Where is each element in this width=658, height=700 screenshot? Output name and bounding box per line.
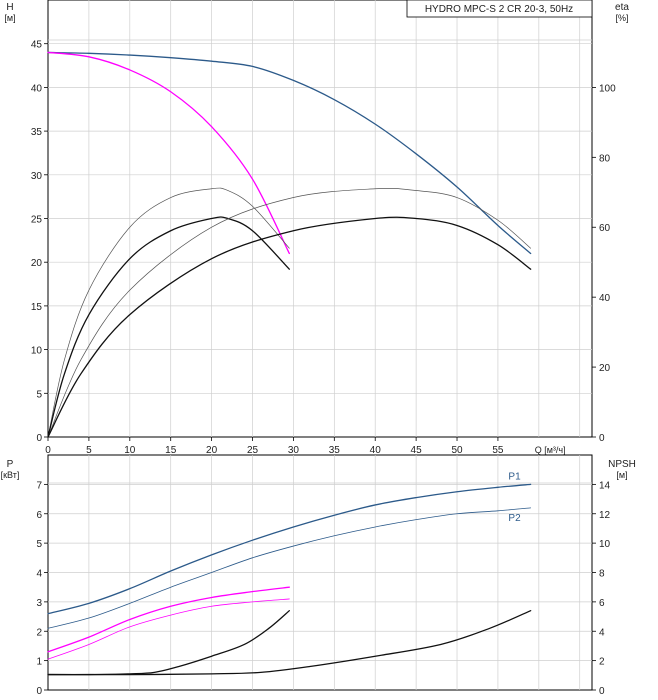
- head_eff-y-right-title: eta: [615, 2, 629, 13]
- power_npsh-y-right-tick-label: 2: [599, 657, 605, 668]
- head_eff-y-left-unit: [м]: [4, 13, 15, 23]
- power_npsh-y-right-unit: [м]: [616, 470, 627, 480]
- head_eff-chart-title: HYDRO MPC-S 2 CR 20-3, 50Hz: [425, 4, 573, 15]
- power_npsh-y-left-unit: [кВт]: [1, 470, 20, 480]
- head_eff-y-left-tick-label: 25: [31, 215, 43, 226]
- power_npsh-y-right-tick-label: 10: [599, 539, 611, 550]
- head_eff-x-tick-label: 40: [370, 445, 382, 456]
- head_eff-series-h-two-pumps: [47, 51, 532, 255]
- head_eff-panel: 0 5 10 15 20 25 30 35 40 45 0 20 40 60 80 100 0 5 10 15 20 25…: [4, 0, 629, 456]
- power_npsh-y-right-title: NPSH: [608, 459, 636, 470]
- head_eff-series-eta-one-pump-upper: [47, 187, 290, 438]
- power_npsh-y-left-title: P: [7, 459, 14, 470]
- head_eff-y-left-tick-label: 35: [31, 127, 43, 138]
- head_eff-y-left-tick-label: 40: [31, 83, 43, 94]
- head_eff-y-left-tick-label: 10: [31, 346, 43, 357]
- power_npsh-y-right-tick-label: 6: [599, 598, 605, 609]
- power_npsh-series-npsh-two-pumps: [47, 610, 532, 676]
- head_eff-title-box: [406, 0, 593, 18]
- head_eff-x-tick-label: 20: [206, 445, 218, 456]
- power_npsh-y-left-tick-label: 7: [36, 480, 42, 491]
- head_eff-y-right-tick-label: 100: [599, 83, 616, 94]
- head_eff-x-axis-label: Q [м³/ч]: [535, 445, 566, 455]
- power_npsh-y-left-tick-label: 1: [36, 657, 42, 668]
- head_eff-x-tick-label: 15: [165, 445, 177, 456]
- head_eff-y-right-tick-label: 80: [599, 153, 611, 164]
- head_eff-y-left-title: H: [6, 2, 13, 13]
- head_eff-y-left-tick-label: 0: [36, 433, 42, 444]
- head_eff-x-tick-label: 10: [124, 445, 136, 456]
- power_npsh-y-right-tick-label: 12: [599, 510, 611, 521]
- head_eff-series-eta-two-pumps: [47, 216, 532, 438]
- head_eff-x-tick-label: 30: [288, 445, 300, 456]
- power_npsh-series-p1: [47, 483, 532, 615]
- head_eff-x-tick-label: 25: [247, 445, 259, 456]
- power_npsh-y-left-tick-label: 5: [36, 539, 42, 550]
- head_eff-series-h-one-pump: [47, 51, 290, 255]
- head_eff-y-left-tick-label: 5: [36, 389, 42, 400]
- head_eff-series-eta-two-pumps-upper: [47, 188, 531, 438]
- head_eff-x-tick-label: 45: [411, 445, 423, 456]
- power_npsh-y-left-tick-label: 0: [36, 686, 42, 697]
- power_npsh-series-p1-one-pump: [47, 586, 290, 653]
- head_eff-y-right-unit: [%]: [615, 13, 628, 23]
- power_npsh-series-p2-one-pump: [47, 598, 290, 660]
- power_npsh-y-right-tick-label: 14: [599, 480, 611, 491]
- power_npsh-y-left-tick-label: 4: [36, 569, 42, 580]
- power_npsh-y-left-tick-label: 3: [36, 598, 42, 609]
- power_npsh-series-label-p1: P1: [508, 471, 521, 482]
- head_eff-x-tick-label: 5: [86, 445, 92, 456]
- head_eff-y-right-tick-label: 20: [599, 363, 611, 374]
- head_eff-y-right-tick-label: 0: [599, 433, 605, 444]
- power_npsh-y-right-tick-label: 8: [599, 569, 605, 580]
- head_eff-y-left-tick-label: 45: [31, 40, 43, 51]
- head_eff-y-right-tick-label: 40: [599, 293, 611, 304]
- head_eff-y-right-tick-label: 60: [599, 223, 611, 234]
- head_eff-x-tick-label: 35: [329, 445, 341, 456]
- head_eff-y-left-tick-label: 15: [31, 302, 43, 313]
- head_eff-x-tick-label: 55: [492, 445, 504, 456]
- power_npsh-series-p2: [47, 507, 532, 629]
- head_eff-x-tick-label: 50: [451, 445, 463, 456]
- power_npsh-y-left-tick-label: 6: [36, 510, 42, 521]
- power_npsh-series-label-p2: P2: [508, 513, 521, 524]
- head_eff-y-left-tick-label: 20: [31, 258, 43, 269]
- head_eff-x-tick-label: 0: [45, 445, 51, 456]
- head_eff-series-eta-one-pump: [47, 216, 290, 438]
- power_npsh-y-left-tick-label: 2: [36, 627, 42, 638]
- power_npsh-y-right-tick-label: 4: [599, 627, 605, 638]
- power_npsh-y-right-tick-label: 0: [599, 686, 605, 697]
- head_eff-y-left-tick-label: 30: [31, 171, 43, 182]
